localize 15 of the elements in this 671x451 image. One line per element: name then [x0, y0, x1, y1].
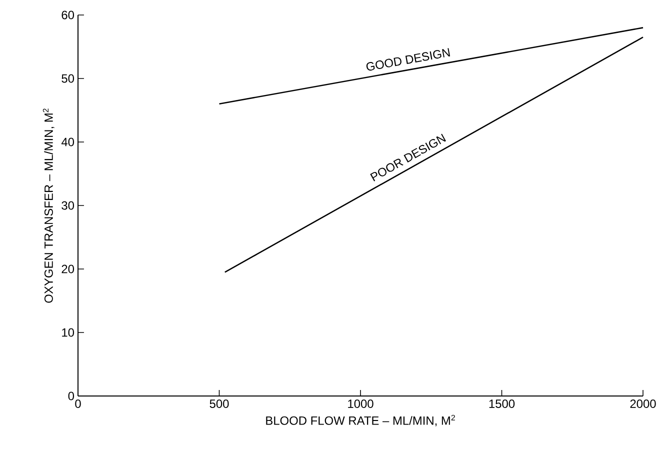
text: GOOD DESIGN — [366, 48, 450, 71]
y-tick-label: 30 — [62, 201, 74, 210]
y-tick-label: 50 — [62, 74, 74, 83]
x-tick-label: 1000 — [348, 400, 374, 408]
y-axis-title: OXYGEN TRANSFER – ML/MIN, M$^{2}$ — [42, 108, 54, 303]
x-tick-label: 2000 — [630, 400, 656, 408]
x-tick-label: 500 — [210, 400, 229, 408]
y-tick-label: 10 — [62, 328, 74, 337]
y-tick-label: 0 — [68, 392, 74, 400]
y-tick-label: 60 — [62, 10, 74, 20]
x-axis-title: BLOOD FLOW RATE – ML/MIN, M$^{2}$ — [266, 414, 455, 426]
x-tick-label: 1500 — [489, 400, 515, 408]
y-tick-label: 20 — [62, 264, 74, 274]
x-tick-label: 0 — [75, 400, 81, 408]
y-tick-label: 40 — [61, 138, 74, 146]
